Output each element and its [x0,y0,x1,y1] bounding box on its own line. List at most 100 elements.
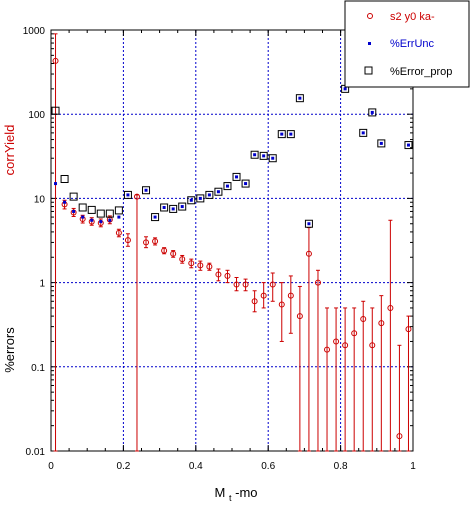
data-point-corryield [342,342,349,349]
data-point-corryield [260,292,267,299]
data-point-errunc [189,198,193,202]
data-point-errunc [262,154,266,158]
data-point-corryield [242,281,249,288]
data-point-errorprop [51,106,60,115]
data-point-errorprop [368,108,377,117]
data-point-errorprop [359,128,368,137]
data-point-errunc [343,87,347,91]
data-point-errunc [298,96,302,100]
legend: s2 y0 ka- %ErrUnc %Error_prop [344,0,470,88]
data-point-errunc [63,200,67,204]
data-point-errunc [235,175,239,179]
data-point-errorprop [259,151,268,160]
data-point-corryield [296,313,303,320]
data-point-errorprop [404,141,413,150]
data-point-errunc [244,182,248,186]
y-tick-label: 100 [28,110,45,121]
data-point-errunc [406,143,410,147]
data-point-errorprop [241,179,250,188]
data-point-errorprop [232,172,241,181]
y-tick-label: 0.01 [26,447,46,458]
data-point-corryield [224,272,231,279]
data-point-corryield [197,262,204,269]
data-point-errorprop [286,130,295,139]
data-point-errunc [144,188,148,192]
y-tick-label: 1000 [23,26,46,37]
data-point-errunc [379,141,383,145]
data-point-corryield [52,57,59,64]
x-axis-label-sub: t [229,493,232,503]
error-bars [53,33,411,452]
data-point-errunc [162,205,166,209]
x-tick-label: 0.6 [261,461,275,472]
data-point-errorprop [114,206,123,215]
data-point-errorprop [105,209,114,218]
y-tick-label: 0.1 [31,363,45,374]
data-point-errunc [72,209,76,213]
data-point-errorprop [151,213,160,222]
data-point-errunc [370,110,374,114]
data-point-errorprop [96,209,105,218]
data-point-corryield [233,281,240,288]
data-point-errorprop [123,190,132,199]
data-point-errunc [153,215,157,219]
data-point-corryield [170,250,177,257]
data-point-corryield [124,237,131,244]
data-point-errunc [289,132,293,136]
data-point-corryield [405,326,412,333]
data-point-corryield [387,304,394,311]
data-point-corryield [287,292,294,299]
data-point-corryield [369,342,376,349]
data-point-errunc [198,196,202,200]
markers [51,57,413,440]
data-point-errorprop [187,196,196,205]
data-point-corryield [324,346,331,353]
data-point-errunc [99,220,103,224]
data-point-corryield [269,281,276,288]
data-point-errorprop [223,182,232,191]
data-point-corryield [215,271,222,278]
data-point-errunc [225,184,229,188]
legend-label-errorprop: %Error_prop [390,66,452,78]
y-tick-label: 1 [39,279,45,290]
x-tick-label: 1 [410,461,416,472]
data-point-errunc [108,218,112,222]
legend-marker-corryield [367,13,373,19]
legend-label-errunc: %ErrUnc [390,38,435,50]
data-point-corryield [251,298,258,305]
data-point-errunc [180,205,184,209]
data-point-errorprop [69,192,78,201]
data-point-corryield [133,193,140,200]
x-tick-label: 0.2 [116,461,130,472]
data-point-errorprop [196,194,205,203]
data-point-errorprop [268,154,277,163]
x-tick-label: 0.4 [189,461,203,472]
data-point-errunc [81,215,85,219]
data-point-errorprop [295,94,304,103]
data-point-errunc [280,132,284,136]
x-axis-label: M t -mo [215,485,258,504]
x-tick-label: 0.8 [334,461,348,472]
data-point-errorprop [178,202,187,211]
data-point-errorprop [214,187,223,196]
data-point-corryield [351,330,358,337]
x-axis-label-rest: -mo [235,485,257,500]
data-point-errorprop [78,203,87,212]
legend-box [344,0,470,88]
data-point-errorprop [60,174,69,183]
y-axis-label-top: corrYield [2,125,17,176]
data-point-errorprop [169,204,178,213]
data-point-corryield [188,260,195,267]
legend-marker-errorprop [364,66,373,75]
data-point-errunc [253,153,257,157]
data-point-errunc [126,193,130,197]
data-point-corryield [152,238,159,245]
data-point-errorprop [142,186,151,195]
data-point-errorprop [160,203,169,212]
data-point-errorprop [87,205,96,214]
data-point-errunc [117,215,121,219]
data-point-corryield [378,320,385,327]
data-point-corryield [143,239,150,246]
